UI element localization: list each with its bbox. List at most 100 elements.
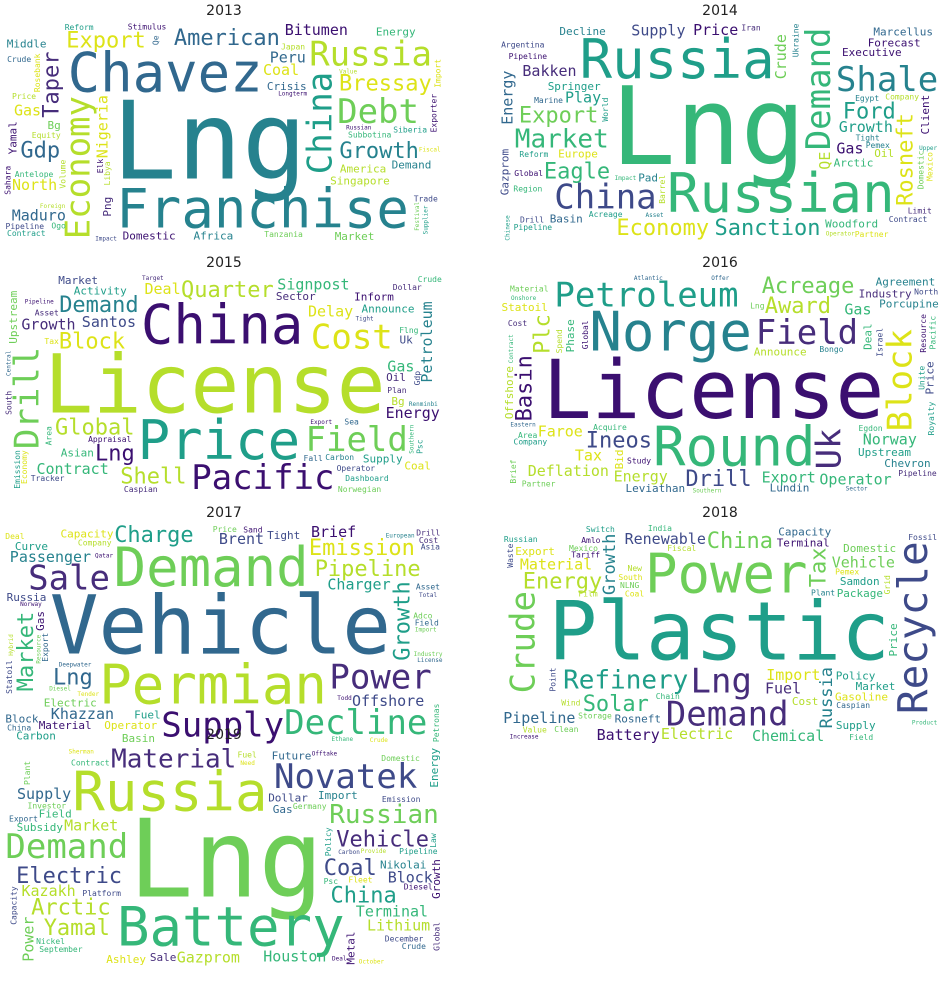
- cloud-word: World: [601, 97, 610, 121]
- cloud-word: Gas: [14, 102, 41, 120]
- cloud-word: Acreage: [589, 210, 623, 219]
- cloud-word: Asset: [416, 582, 440, 591]
- cloud-word: Png: [101, 197, 114, 217]
- cloud-word: Impact: [615, 175, 637, 182]
- cloud-word: Oil: [386, 371, 406, 384]
- cloud-word: Tax: [806, 548, 831, 588]
- cloud-word: Pipeline: [898, 469, 937, 478]
- cloud-word: Psc: [415, 439, 424, 454]
- cloud-word: Russia: [580, 28, 775, 91]
- cloud-word: Demand: [392, 159, 432, 172]
- cloud-word: Eastern: [510, 422, 536, 429]
- cloud-word: Material: [39, 719, 92, 732]
- cloud-word: Economy: [616, 216, 709, 241]
- cloud-word: Statoil: [502, 301, 548, 314]
- cloud-word: Vehicle: [832, 553, 895, 571]
- cloud-word: Sanction: [715, 216, 821, 241]
- cloud-word: Round: [653, 415, 816, 478]
- cloud-word: Coal: [263, 61, 299, 79]
- cloud-word: Russian: [667, 162, 895, 225]
- cloud-word: Asia: [421, 543, 440, 552]
- cloud-word: Point: [549, 667, 558, 691]
- cloud-word: European: [386, 532, 415, 539]
- cloud-word: Emission: [13, 450, 22, 489]
- cloud-word: Power: [645, 542, 808, 605]
- cloud-word: Signpost: [277, 276, 349, 294]
- cloud-word: Emission: [382, 795, 421, 804]
- cloud-word: Company: [78, 538, 112, 547]
- panel-title: 2018: [702, 505, 738, 521]
- cloud-word: Supplier: [423, 205, 430, 234]
- cloud-word: Deal: [145, 280, 181, 298]
- cloud-word: Renewable: [625, 530, 706, 548]
- cloud-word: Total: [419, 592, 437, 599]
- cloud-word: Company: [514, 437, 548, 446]
- cloud-word: Bg: [391, 395, 404, 408]
- cloud-word: Diesel: [49, 686, 71, 693]
- cloud-word: Solar: [583, 692, 649, 717]
- cloud-word: Marine: [534, 96, 563, 105]
- cloud-word: Drill: [416, 528, 440, 537]
- cloud-word: Deal: [5, 532, 24, 541]
- cloud-word: Fuel: [238, 750, 257, 759]
- cloud-word: Recycle: [889, 541, 937, 714]
- cloud-word: Plan: [387, 386, 406, 395]
- cloud-word: Acreage: [762, 274, 855, 299]
- cloud-word: Taper: [40, 51, 65, 117]
- cloud-word: Deflation: [528, 462, 609, 480]
- cloud-word: Area: [518, 431, 537, 440]
- cloud-word: Operator: [819, 470, 891, 488]
- panel-title: 2016: [702, 255, 738, 271]
- cloud-word: Grid: [883, 575, 892, 594]
- cloud-word: Value: [339, 69, 357, 76]
- cloud-word: Arctic: [834, 156, 874, 169]
- cloud-word: Springer: [548, 80, 601, 93]
- cloud-word: Uk: [809, 428, 849, 469]
- cloud-word: Unite: [918, 366, 927, 390]
- cloud-word: Block: [881, 329, 921, 431]
- cloud-word: American: [174, 26, 280, 51]
- cloud-word: Lng: [112, 79, 307, 204]
- cloud-word: Client: [919, 95, 932, 135]
- cloud-word: Volume: [59, 160, 68, 189]
- cloud-word: Pad: [638, 171, 658, 184]
- cloud-word: Global: [433, 922, 442, 951]
- cloud-word: Offshore: [352, 692, 424, 710]
- cloud-word: Statoil: [5, 660, 14, 694]
- cloud-word: Phase: [564, 319, 577, 352]
- cloud-word: Samdon: [840, 575, 880, 588]
- cloud-word: Singapore: [330, 175, 390, 188]
- cloud-word: Industry: [859, 288, 912, 301]
- cloud-word: Germany: [293, 802, 327, 811]
- cloud-word: Export: [41, 633, 50, 662]
- cloud-word: Norge: [589, 301, 752, 364]
- cloud-word: Chevron: [884, 457, 930, 470]
- cloud-word: Domestic: [843, 542, 896, 555]
- cloud-word: Egdon: [859, 424, 883, 433]
- cloud-word: Peru: [270, 48, 306, 66]
- cloud-word: Pemex: [866, 141, 890, 150]
- cloud-word: Fossil: [908, 533, 937, 542]
- cloud-word: America: [340, 163, 386, 176]
- cloud-word: Price: [138, 409, 301, 472]
- cloud-word: Market: [856, 680, 896, 693]
- cloud-word: Provide: [361, 848, 387, 855]
- cloud-word: December: [385, 934, 424, 943]
- cloud-word: Policy: [836, 670, 876, 683]
- cloud-word: Reform: [519, 150, 548, 159]
- cloud-word: Market: [335, 230, 375, 242]
- cloud-word: Decline: [559, 25, 605, 38]
- cloud-word: Contract: [71, 759, 110, 768]
- cloud-word: Sector: [276, 290, 316, 303]
- cloud-word: Announce: [754, 346, 807, 359]
- cloud-word: Ineos: [586, 428, 652, 453]
- cloud-word: Russian: [346, 125, 372, 132]
- cloud-word: Cost: [419, 536, 438, 545]
- cloud-word: Africa: [194, 230, 234, 243]
- cloud-word: Europe: [558, 148, 598, 161]
- cloud-word: Tax: [575, 447, 602, 465]
- cloud-word: Electric: [661, 725, 733, 743]
- cloud-word: Terminal: [356, 902, 428, 920]
- cloud-word: Supply: [836, 719, 876, 732]
- cloud-word: Partner: [855, 230, 889, 239]
